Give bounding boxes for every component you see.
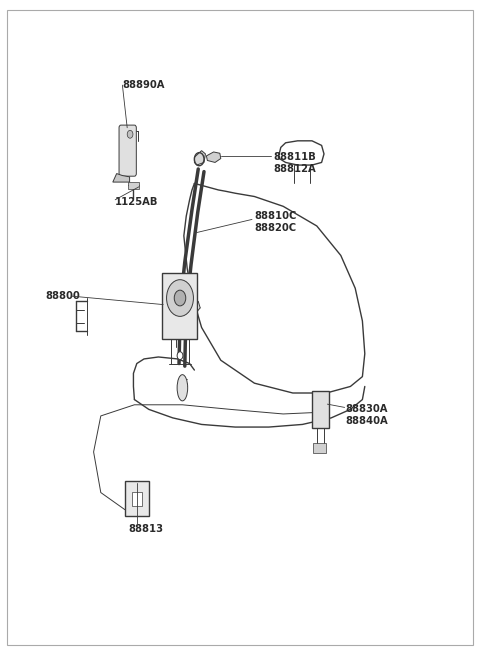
Text: 88890A: 88890A <box>122 80 165 90</box>
Text: 88811B: 88811B <box>274 152 316 162</box>
FancyBboxPatch shape <box>128 182 139 189</box>
Text: 88820C: 88820C <box>254 223 297 233</box>
Circle shape <box>177 352 183 360</box>
FancyBboxPatch shape <box>132 492 142 506</box>
Text: 88810C: 88810C <box>254 211 297 221</box>
FancyBboxPatch shape <box>125 481 149 516</box>
Polygon shape <box>194 151 205 165</box>
Text: 88840A: 88840A <box>346 416 388 426</box>
Text: 1125AB: 1125AB <box>115 196 158 207</box>
FancyBboxPatch shape <box>162 273 197 339</box>
Ellipse shape <box>177 375 188 401</box>
FancyBboxPatch shape <box>313 443 326 453</box>
Text: 88813: 88813 <box>129 524 164 534</box>
Text: 88830A: 88830A <box>346 404 388 415</box>
Circle shape <box>127 130 133 138</box>
Circle shape <box>167 280 193 316</box>
Text: 88812A: 88812A <box>274 164 316 174</box>
FancyBboxPatch shape <box>119 125 136 176</box>
FancyBboxPatch shape <box>312 391 329 428</box>
Polygon shape <box>206 152 221 162</box>
Text: 88800: 88800 <box>46 291 80 301</box>
Polygon shape <box>113 174 130 182</box>
Circle shape <box>174 290 186 306</box>
